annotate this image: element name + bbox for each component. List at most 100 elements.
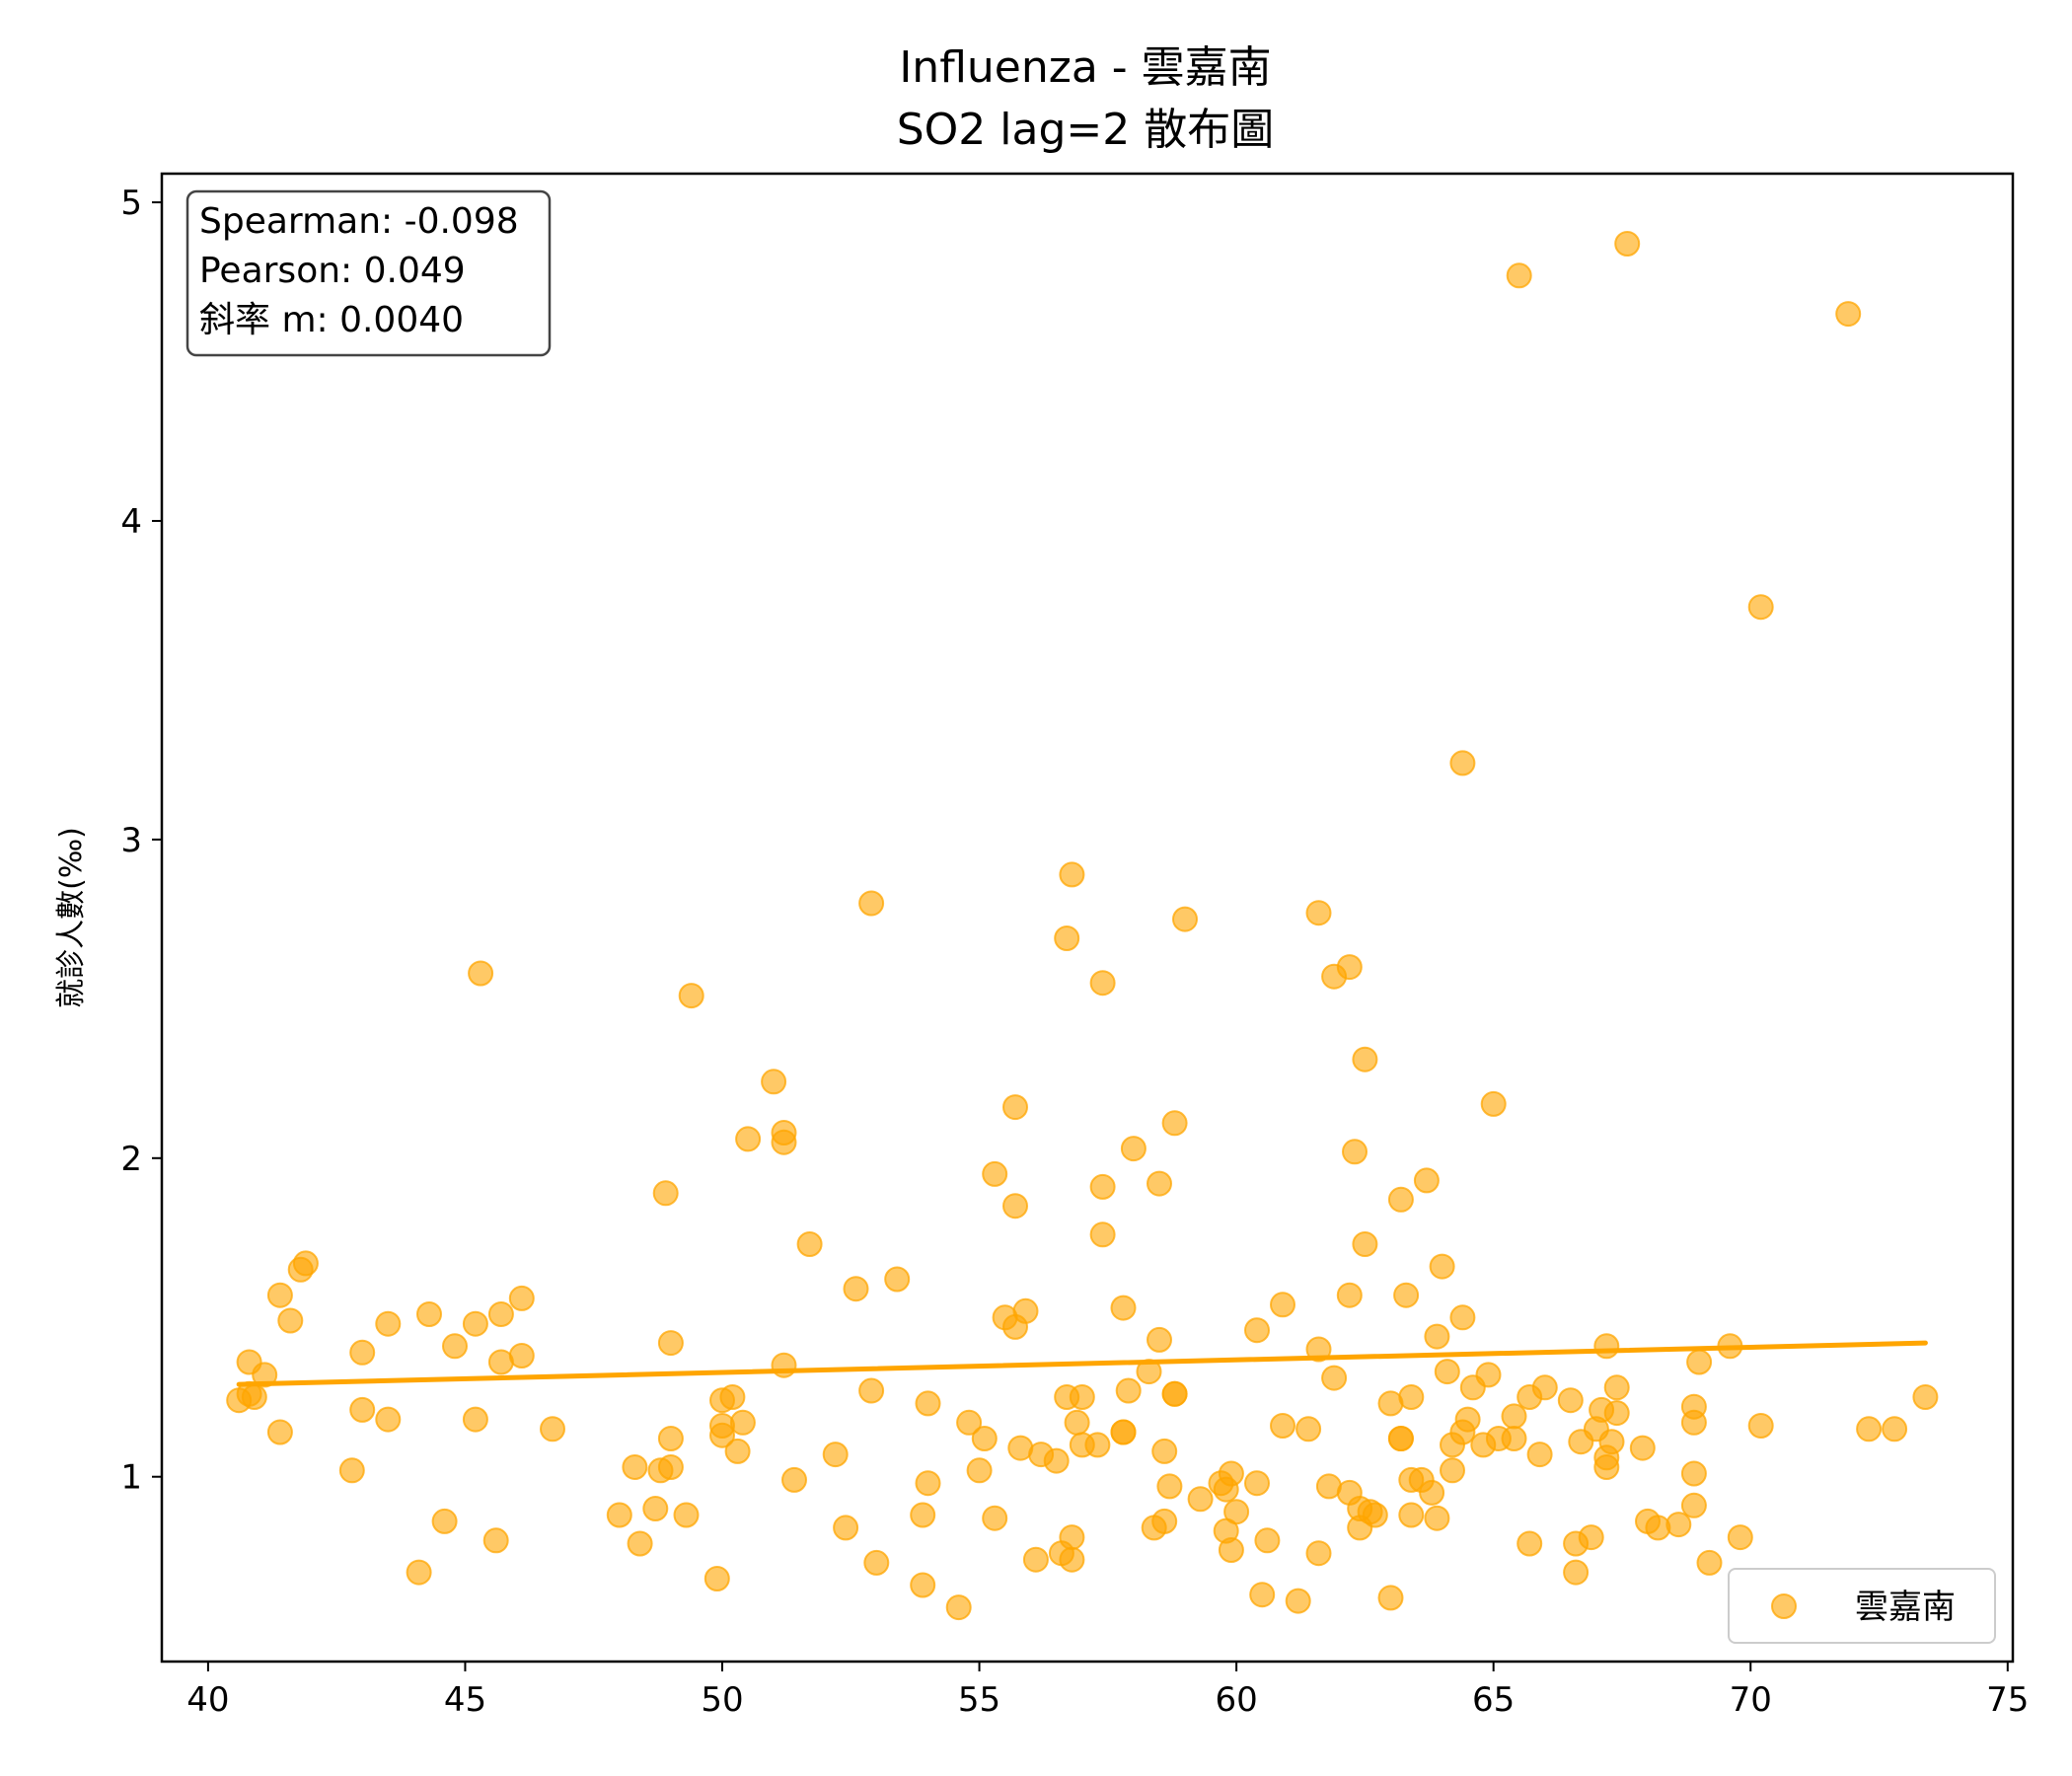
data-point: [1912, 1384, 1939, 1410]
data-point: [1059, 1524, 1085, 1551]
data-point: [1362, 1502, 1388, 1528]
y-axis-ticks: 1 2 3 4 5: [120, 184, 162, 1498]
x-tick-label: 55: [958, 1680, 1000, 1720]
data-point: [1377, 1585, 1404, 1611]
data-point: [1449, 1304, 1476, 1331]
data-point: [277, 1307, 304, 1334]
data-point: [858, 890, 885, 917]
data-point: [1882, 1416, 1908, 1443]
y-tick-label: 3: [120, 821, 142, 860]
data-point: [1747, 594, 1774, 621]
data-point: [1151, 1508, 1178, 1534]
data-point: [1059, 861, 1085, 888]
data-point: [1429, 1253, 1455, 1280]
data-point: [858, 1377, 885, 1404]
x-axis-ticks: 40 45 50 55 60 65 70 75: [186, 1662, 2029, 1720]
data-point: [822, 1442, 849, 1468]
data-point: [1161, 1110, 1188, 1137]
data-point: [1424, 1505, 1450, 1531]
data-point: [657, 1454, 684, 1480]
legend: 雲嘉南: [1728, 1568, 1996, 1644]
data-point: [1475, 1362, 1502, 1388]
data-point: [1727, 1524, 1753, 1551]
data-point: [1480, 1090, 1507, 1117]
data-point: [1517, 1530, 1543, 1557]
data-point: [1680, 1492, 1707, 1518]
data-point: [1419, 1479, 1445, 1506]
data-point: [1598, 1429, 1625, 1455]
data-point: [266, 1419, 293, 1445]
x-tick-label: 65: [1472, 1680, 1515, 1720]
data-point: [781, 1466, 807, 1493]
data-point: [1835, 301, 1862, 328]
data-point: [1398, 1384, 1425, 1410]
data-point: [915, 1390, 941, 1417]
data-point: [1223, 1499, 1250, 1525]
data-point: [375, 1406, 402, 1433]
stats-box-frame: [185, 189, 552, 357]
data-point: [1002, 1094, 1028, 1121]
plot-area-frame: [160, 172, 2015, 1664]
data-point: [1254, 1527, 1281, 1554]
data-point: [771, 1129, 797, 1155]
data-point: [1449, 750, 1476, 777]
data-point: [1069, 1384, 1095, 1410]
y-tick-label: 1: [120, 1458, 142, 1498]
data-point: [1501, 1403, 1527, 1430]
data-point: [1680, 1409, 1707, 1436]
chart-title-line1: Influenza - 雲嘉南: [899, 42, 1271, 93]
data-point: [462, 1310, 488, 1337]
data-point: [678, 983, 704, 1009]
data-point: [956, 1409, 983, 1436]
data-point: [1696, 1549, 1723, 1576]
data-point: [1002, 1193, 1028, 1220]
data-point: [1665, 1512, 1692, 1538]
data-point: [1578, 1524, 1604, 1551]
data-point: [1115, 1377, 1142, 1404]
data-point: [1336, 1282, 1363, 1308]
data-point: [1387, 1426, 1414, 1451]
data-point: [1398, 1502, 1425, 1528]
x-tick-label: 70: [1730, 1680, 1772, 1720]
data-point: [1563, 1559, 1590, 1586]
data-point: [1161, 1380, 1188, 1407]
data-point: [627, 1530, 653, 1557]
data-point: [1352, 1231, 1378, 1257]
data-point: [1089, 1221, 1116, 1248]
data-point: [724, 1438, 751, 1464]
data-point: [1680, 1460, 1707, 1487]
data-point: [349, 1339, 376, 1366]
data-point: [1614, 231, 1641, 257]
data-point: [1089, 970, 1116, 997]
data-point: [1054, 925, 1080, 951]
data-point: [1089, 1173, 1116, 1200]
regression-line-group: [236, 1340, 1928, 1387]
data-point: [1156, 1473, 1183, 1500]
chart-title-line2: SO2 lag=2 散布圖: [897, 105, 1275, 155]
data-point: [1218, 1537, 1244, 1563]
data-point: [915, 1470, 941, 1497]
data-point: [657, 1330, 684, 1357]
data-point: [1151, 1438, 1178, 1464]
x-tick-label: 40: [186, 1680, 229, 1720]
data-point: [796, 1231, 823, 1257]
data-point: [338, 1457, 365, 1484]
y-tick-label: 4: [120, 502, 142, 542]
data-point: [1531, 1374, 1558, 1401]
data-point: [1393, 1282, 1420, 1308]
data-point: [642, 1496, 669, 1521]
legend-label: 雲嘉南: [1855, 1588, 1956, 1627]
data-point: [1187, 1486, 1214, 1513]
stats-pearson: Pearson: 0.049: [199, 251, 466, 291]
data-point: [1012, 1297, 1039, 1324]
y-axis-label: 就診人數(‰): [54, 827, 89, 1008]
data-point: [1059, 1546, 1085, 1573]
data-point: [431, 1508, 458, 1534]
data-point: [266, 1282, 293, 1308]
data-point: [1147, 1326, 1172, 1353]
data-point: [622, 1454, 648, 1480]
data-point: [1218, 1460, 1244, 1487]
data-point: [884, 1266, 911, 1293]
data-point: [863, 1549, 890, 1576]
data-point: [1305, 1540, 1332, 1567]
